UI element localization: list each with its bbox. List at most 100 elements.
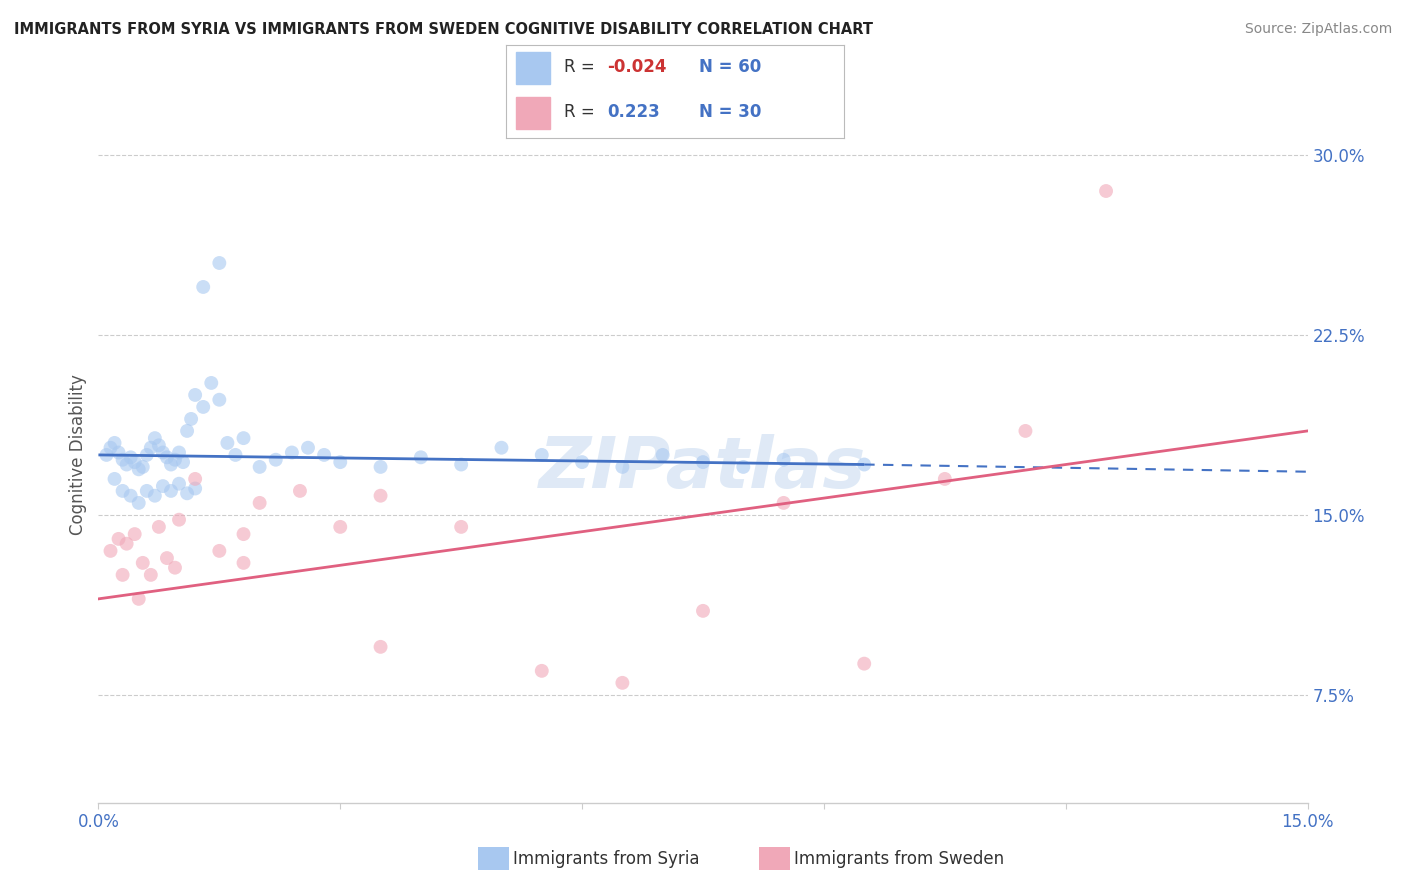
Point: [132, 556, 155, 570]
Point: [152, 445, 174, 459]
Point: [152, 479, 174, 493]
Y-axis label: Cognitive Disability: Cognitive Disability: [69, 375, 87, 535]
Point: [450, 520, 472, 534]
Point: [370, 459, 392, 474]
Point: [208, 544, 231, 558]
Point: [148, 520, 170, 534]
Point: [143, 489, 166, 503]
Point: [853, 458, 876, 472]
Point: [139, 441, 162, 455]
Point: [124, 455, 146, 469]
Bar: [516, 97, 550, 129]
Point: [167, 476, 190, 491]
Point: [232, 556, 254, 570]
Point: [139, 567, 162, 582]
Point: [1095, 184, 1118, 198]
Point: [193, 280, 215, 294]
Point: [184, 388, 207, 402]
Point: [208, 392, 231, 407]
Point: [128, 462, 150, 476]
Point: [180, 412, 202, 426]
Text: R =: R =: [564, 58, 599, 76]
Point: [100, 441, 122, 455]
Point: [135, 483, 157, 498]
Point: [530, 448, 553, 462]
Point: [176, 424, 198, 438]
Point: [370, 489, 392, 503]
Point: [163, 560, 186, 574]
Point: [200, 376, 222, 390]
Point: [160, 458, 183, 472]
Point: [120, 489, 142, 503]
Point: [103, 436, 125, 450]
Text: -0.024: -0.024: [607, 58, 666, 76]
Point: [120, 450, 142, 465]
Point: [111, 567, 134, 582]
Point: [111, 483, 134, 498]
Point: [172, 455, 194, 469]
Point: [934, 472, 956, 486]
Point: [853, 657, 876, 671]
Point: [217, 436, 239, 450]
Text: N = 60: N = 60: [699, 58, 761, 76]
Point: [115, 537, 138, 551]
Point: [224, 448, 246, 462]
Point: [96, 448, 118, 462]
Point: [156, 551, 179, 566]
Point: [128, 591, 150, 606]
Text: N = 30: N = 30: [699, 103, 761, 121]
Point: [111, 452, 134, 467]
Point: [612, 676, 634, 690]
Point: [167, 445, 190, 459]
Point: [288, 483, 311, 498]
Text: Immigrants from Syria: Immigrants from Syria: [513, 850, 700, 868]
Point: [733, 459, 755, 474]
Point: [692, 455, 714, 469]
Point: [107, 532, 129, 546]
Point: [612, 459, 634, 474]
Point: [772, 496, 794, 510]
Point: [249, 496, 271, 510]
Point: [115, 458, 138, 472]
Point: [160, 483, 183, 498]
Point: [530, 664, 553, 678]
Point: [148, 438, 170, 452]
Point: [692, 604, 714, 618]
Point: [232, 431, 254, 445]
Point: [409, 450, 432, 465]
Text: R =: R =: [564, 103, 605, 121]
Point: [156, 450, 179, 465]
Point: [176, 486, 198, 500]
Point: [281, 445, 304, 459]
Text: IMMIGRANTS FROM SYRIA VS IMMIGRANTS FROM SWEDEN COGNITIVE DISABILITY CORRELATION: IMMIGRANTS FROM SYRIA VS IMMIGRANTS FROM…: [14, 22, 873, 37]
Bar: [516, 52, 550, 84]
Point: [124, 527, 146, 541]
Point: [370, 640, 392, 654]
Point: [571, 455, 593, 469]
Point: [100, 544, 122, 558]
Text: Source: ZipAtlas.com: Source: ZipAtlas.com: [1244, 22, 1392, 37]
Point: [651, 448, 673, 462]
Point: [184, 482, 207, 496]
Point: [132, 459, 155, 474]
Point: [107, 445, 129, 459]
Point: [232, 527, 254, 541]
Point: [491, 441, 513, 455]
Point: [314, 448, 336, 462]
Point: [167, 513, 190, 527]
Point: [163, 452, 186, 467]
Point: [103, 472, 125, 486]
Point: [1014, 424, 1036, 438]
Point: [184, 472, 207, 486]
Point: [208, 256, 231, 270]
Point: [297, 441, 319, 455]
Point: [193, 400, 215, 414]
Point: [143, 431, 166, 445]
Point: [135, 448, 157, 462]
Point: [450, 458, 472, 472]
Text: 0.223: 0.223: [607, 103, 661, 121]
Text: Immigrants from Sweden: Immigrants from Sweden: [794, 850, 1004, 868]
Point: [329, 455, 352, 469]
Point: [249, 459, 271, 474]
Text: ZIPatlas: ZIPatlas: [540, 434, 866, 503]
